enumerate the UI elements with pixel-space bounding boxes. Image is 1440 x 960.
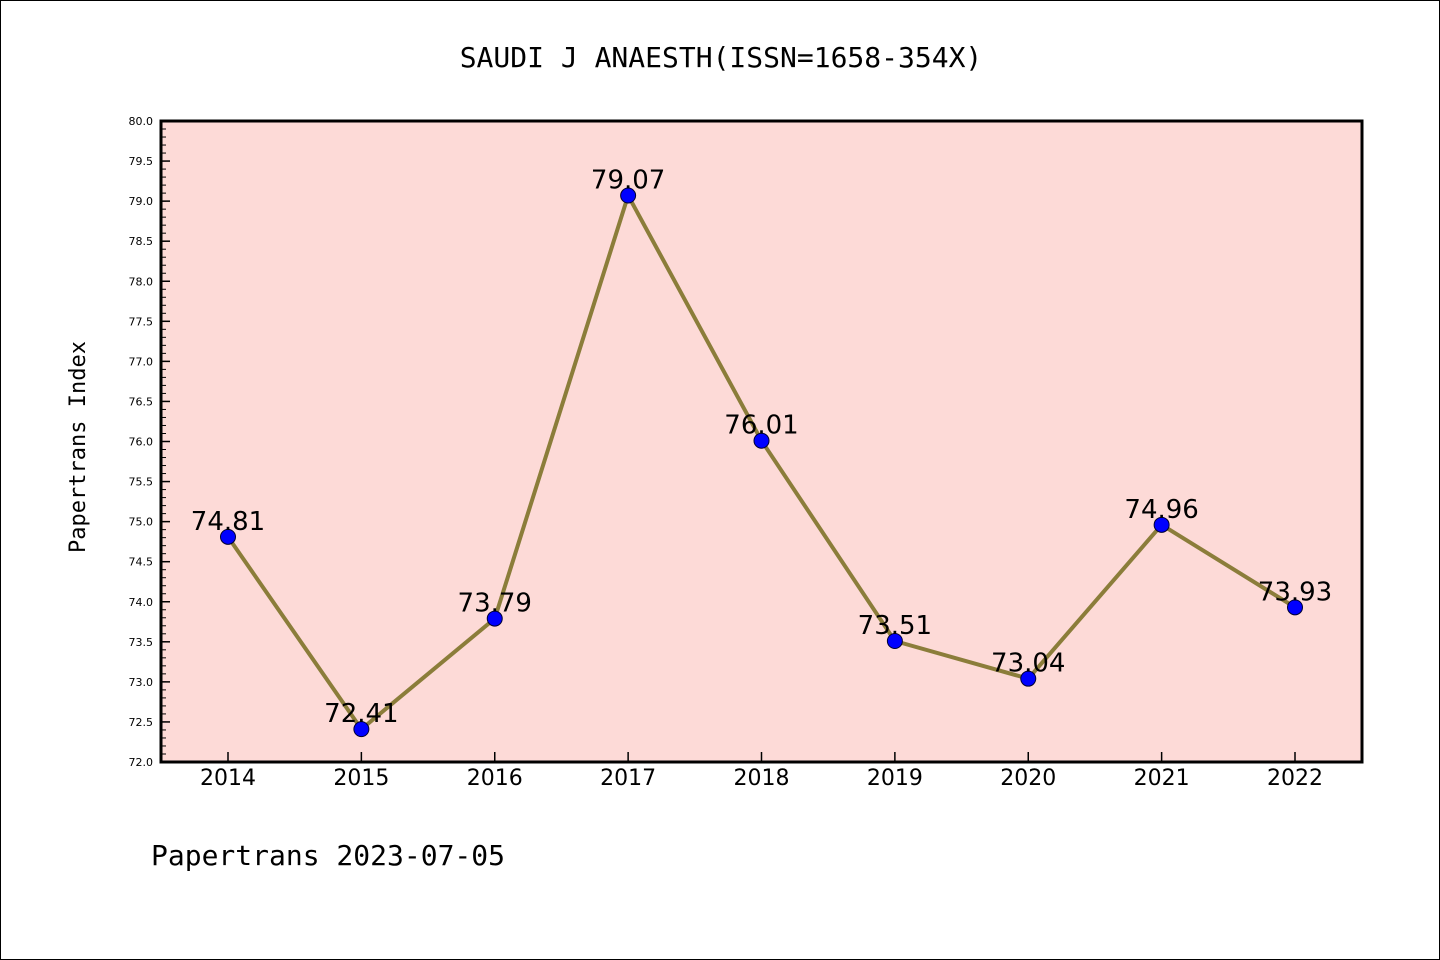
- y-tick-label: 77.5: [129, 315, 154, 328]
- data-point-marker: [486, 610, 503, 627]
- data-label: 73.51: [858, 611, 932, 641]
- x-tick-label: 2017: [600, 766, 656, 791]
- data-point-marker: [753, 432, 770, 449]
- data-label: 76.01: [724, 411, 798, 441]
- x-tick-label: 2022: [1267, 766, 1323, 791]
- plot-frame: [159, 119, 1364, 764]
- y-tick-label: 80.0: [129, 115, 154, 128]
- y-tick-label: 78.5: [129, 235, 154, 248]
- data-label: 73.04: [991, 649, 1065, 679]
- y-tick-label: 73.5: [129, 636, 154, 649]
- data-point-marker: [1020, 670, 1037, 687]
- data-labels: 74.81 72.41 73.79 79.07 76.01 73.51 73.04 74.96…: [191, 166, 1332, 730]
- y-tick-label: 72.5: [129, 716, 154, 729]
- data-label: 72.41: [324, 699, 398, 729]
- x-tick-label: 2015: [333, 766, 389, 791]
- data-point-marker: [1153, 516, 1170, 533]
- x-tick-label: 2014: [200, 766, 256, 791]
- x-ticks: [227, 752, 1296, 762]
- data-point-marker: [886, 633, 903, 650]
- y-tick-label: 75.5: [129, 476, 154, 489]
- y-tick-label: 73.0: [129, 676, 154, 689]
- data-label: 79.07: [591, 166, 665, 196]
- y-tick-label: 74.0: [129, 596, 154, 609]
- data-point-marker: [220, 528, 236, 545]
- x-tick-label: 2018: [734, 766, 790, 791]
- x-tick-label: 2019: [867, 766, 923, 791]
- y-tick-label: 76.5: [129, 395, 154, 408]
- data-point-marker: [620, 187, 637, 204]
- footer-credit: Papertrans 2023-07-05: [151, 839, 505, 872]
- y-axis-label: Papertrans Index: [66, 341, 91, 553]
- chart-title: SAUDI J ANAESTH(ISSN=1658-354X): [460, 41, 983, 74]
- y-tick-labels: 72.0 72.5 73.0 73.5 74.0 74.5 75.0 75.5 76.0 76.5…: [129, 115, 154, 769]
- data-point-marker: [1287, 599, 1303, 616]
- x-tick-label: 2020: [1000, 766, 1056, 791]
- data-point-marker: [353, 721, 370, 738]
- y-tick-label: 75.0: [129, 516, 154, 529]
- data-label: 74.81: [191, 507, 265, 537]
- y-tick-label: 76.0: [129, 436, 154, 449]
- data-label: 73.79: [458, 589, 532, 619]
- y-tick-label: 77.0: [129, 355, 154, 368]
- y-tick-label: 72.0: [129, 756, 154, 769]
- y-tick-label: 78.0: [129, 275, 154, 288]
- y-tick-label: 79.5: [129, 155, 154, 168]
- x-tick-label: 2016: [467, 766, 523, 791]
- data-label: 73.93: [1258, 577, 1332, 607]
- y-tick-label: 74.5: [129, 556, 154, 569]
- x-tick-labels: 2014 2015 2016 2017 2018 2019 2020 2021 2022: [200, 766, 1323, 791]
- data-label: 74.96: [1124, 495, 1198, 525]
- y-tick-label: 79.0: [129, 195, 154, 208]
- data-markers: [220, 187, 1303, 738]
- x-tick-label: 2021: [1134, 766, 1190, 791]
